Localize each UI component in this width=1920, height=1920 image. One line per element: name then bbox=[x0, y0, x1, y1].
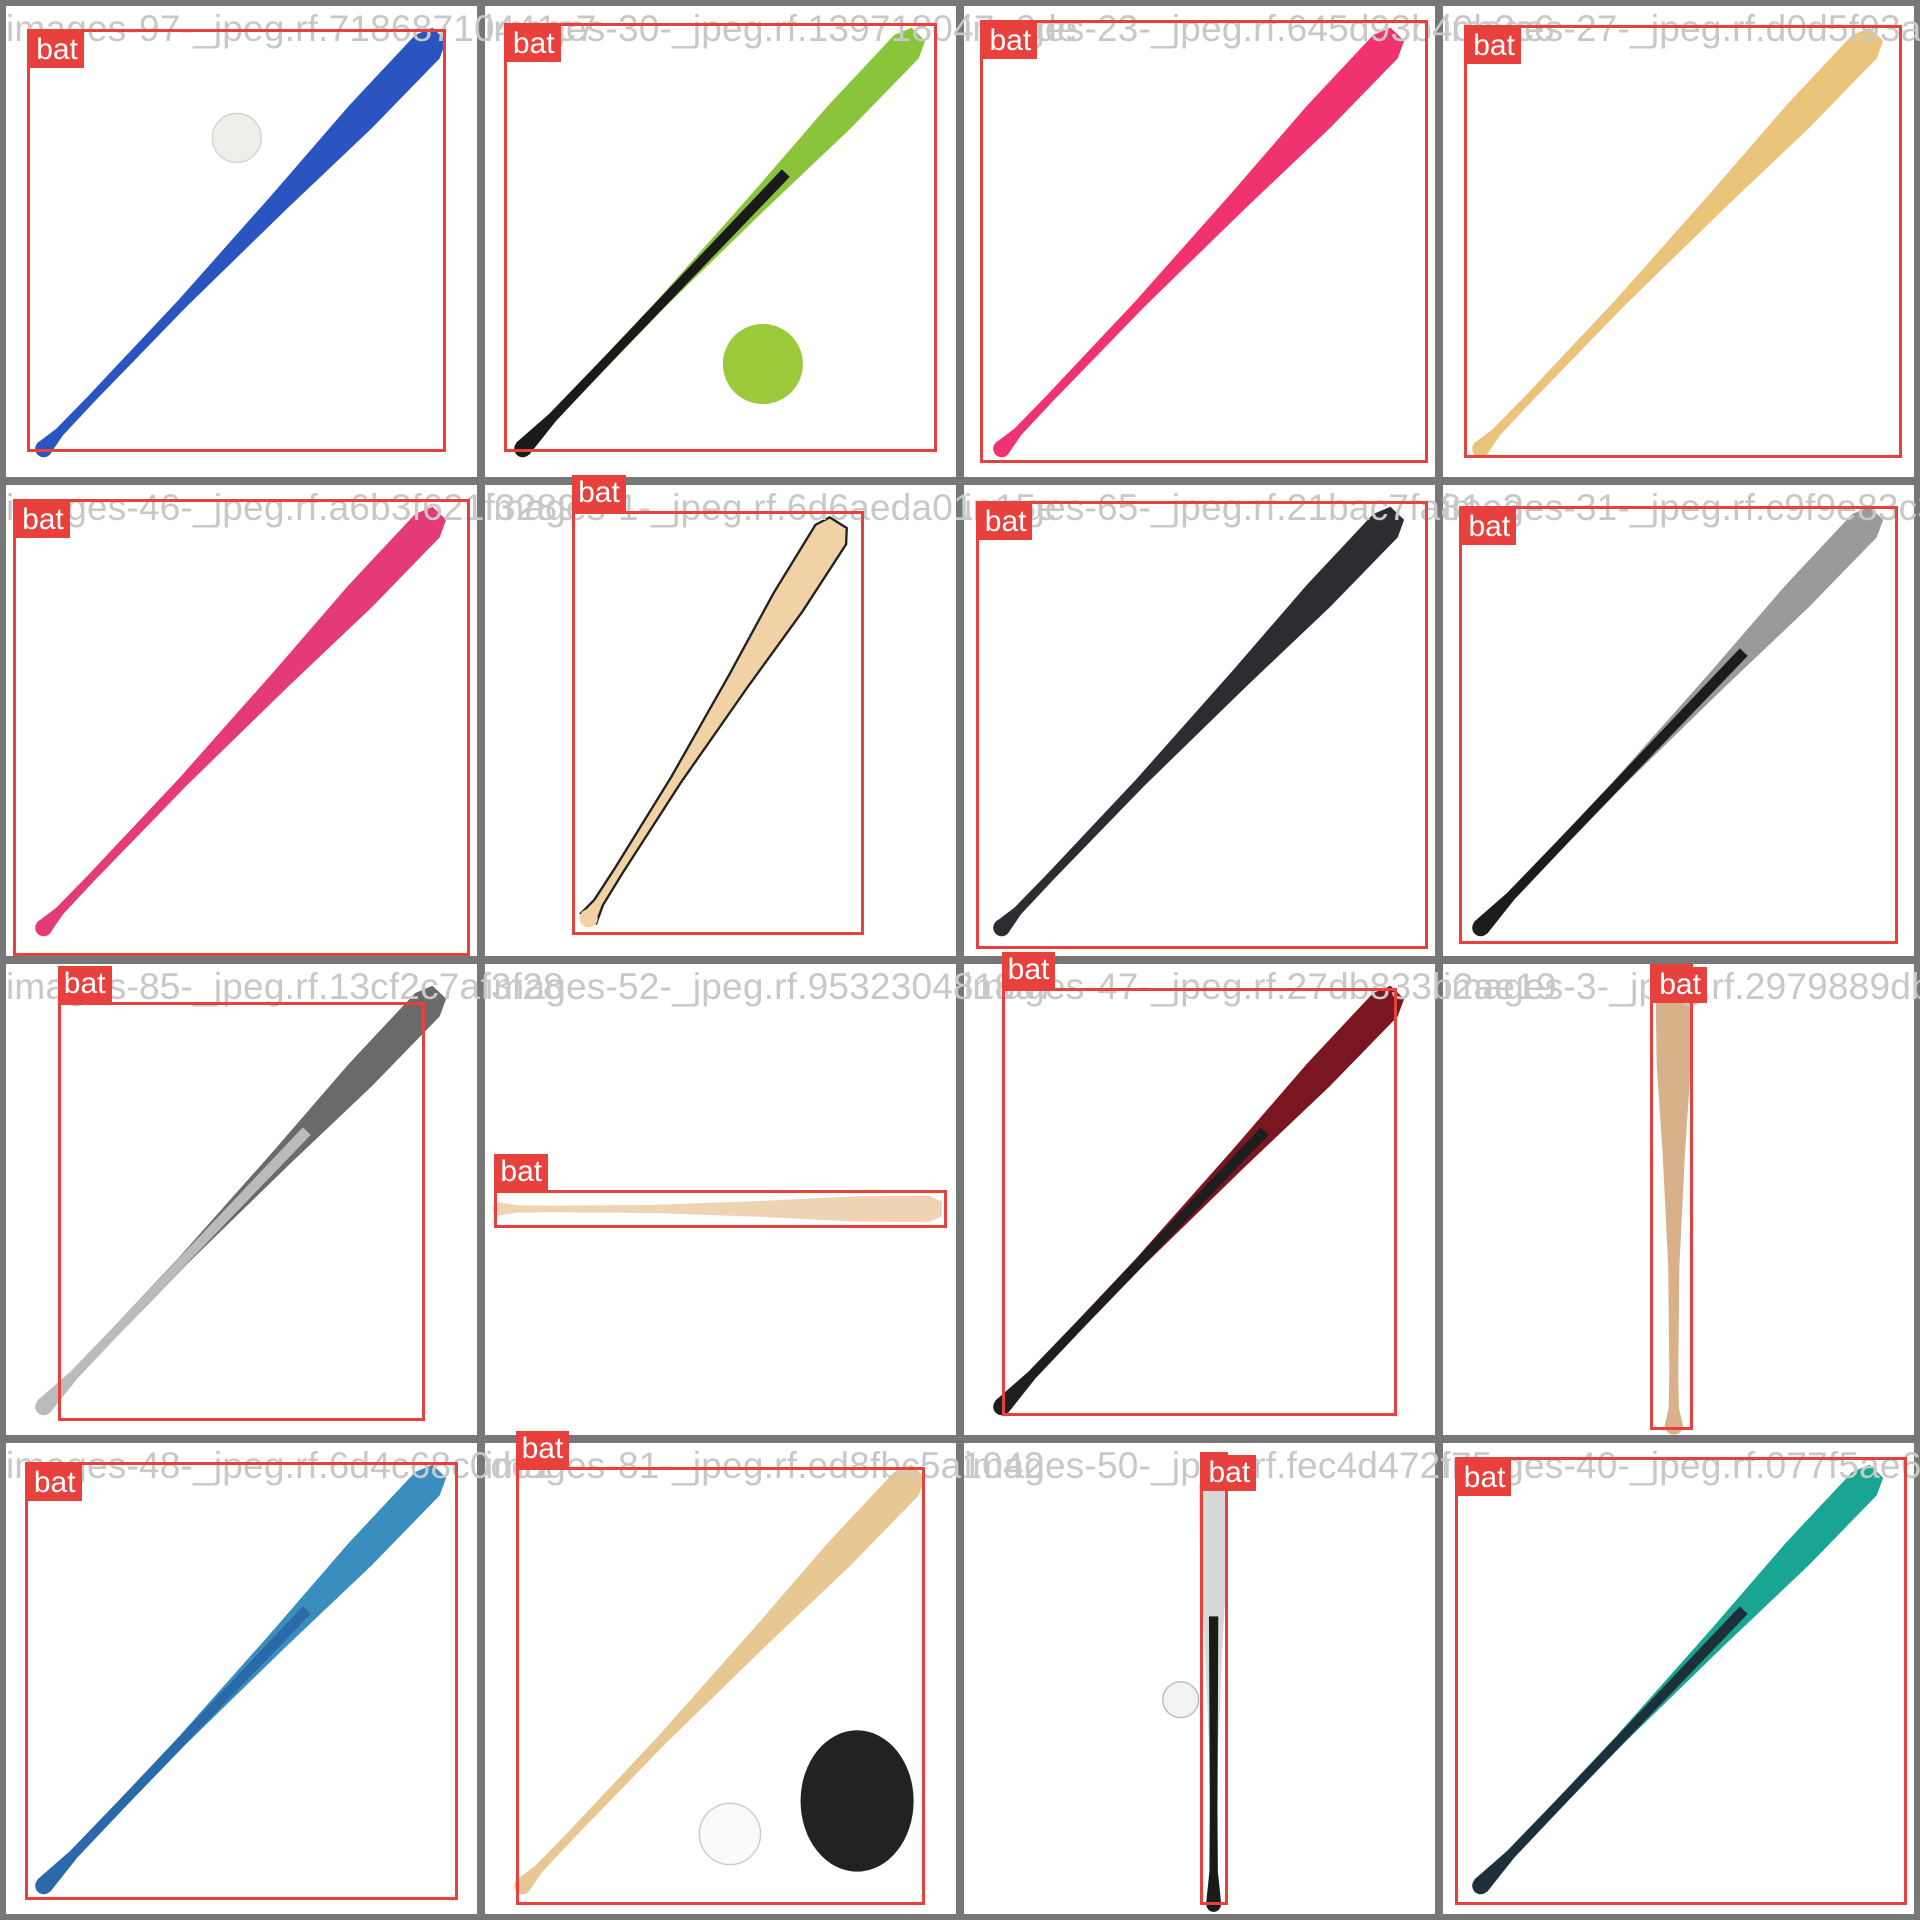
bat-grip bbox=[1205, 1616, 1222, 1905]
detection-box: bat bbox=[980, 20, 1428, 463]
detection-box: bat bbox=[1001, 951, 1398, 1417]
bat-body bbox=[579, 515, 848, 925]
bat-image bbox=[579, 515, 848, 928]
bat-image bbox=[1472, 27, 1884, 458]
bat-image bbox=[514, 27, 926, 458]
detection-box: bat bbox=[1464, 24, 1903, 459]
bat-knob bbox=[993, 440, 1011, 458]
bat-image bbox=[35, 27, 447, 458]
detection-box: bat bbox=[975, 501, 1428, 949]
bat-grip bbox=[37, 1606, 311, 1892]
bat-body bbox=[37, 27, 447, 455]
detection-label: bat bbox=[1202, 1455, 1257, 1492]
bat-body bbox=[516, 1464, 926, 1892]
image-tile: images-97-_jpeg.rf.71868710441c7 bat bbox=[6, 6, 596, 477]
detection-box: bat bbox=[515, 1430, 926, 1905]
bat-body bbox=[37, 506, 447, 934]
bat-image bbox=[993, 985, 1405, 1416]
image-tile: images-85-_jpeg.rf.13cf2c7af3f28 bat bbox=[6, 964, 563, 1435]
baseball-icon bbox=[698, 1802, 762, 1866]
detection-label: bat bbox=[515, 1430, 570, 1467]
detection-box: bat bbox=[1650, 964, 1707, 1431]
image-tile: images-30-_jpeg.rf.139718047e2de bat bbox=[485, 6, 1077, 477]
bat-knob bbox=[1206, 1897, 1221, 1912]
detection-label: bat bbox=[1457, 1460, 1512, 1497]
detection-box: bat bbox=[13, 499, 470, 956]
bat-grip bbox=[995, 1127, 1269, 1413]
detection-box: bat bbox=[494, 1154, 947, 1228]
detection-box: bat bbox=[1199, 1452, 1257, 1905]
bat-knob bbox=[514, 440, 532, 458]
detection-label: bat bbox=[16, 502, 70, 539]
image-tile: images-81-_jpeg.rf.ed8fbc5a1042 bat bbox=[485, 1430, 1044, 1914]
image-tile: images-46-_jpeg.rf.a6b3f621f3289 bat bbox=[6, 485, 578, 956]
image-tile: images-52-_jpeg.rf.9532304818a7 bat bbox=[485, 964, 1057, 1435]
detection-box: bat bbox=[27, 28, 447, 453]
detection-label: bat bbox=[506, 26, 561, 63]
bat-image bbox=[35, 985, 447, 1416]
detection-label: bat bbox=[57, 965, 112, 1002]
bat-grip bbox=[37, 1127, 311, 1413]
ball-icon bbox=[1162, 1681, 1200, 1719]
ball-icon bbox=[722, 323, 803, 404]
detection-box: bat bbox=[1459, 506, 1898, 945]
detection-label: bat bbox=[494, 1154, 549, 1191]
bat-image bbox=[993, 506, 1405, 937]
image-tile: images-48-_jpeg.rf.6d4c68c0de1 bat bbox=[6, 1443, 553, 1914]
detection-box: bat bbox=[1454, 1457, 1907, 1905]
detection-label: bat bbox=[1462, 509, 1517, 546]
detection-label: bat bbox=[1653, 967, 1707, 1003]
detection-label: bat bbox=[978, 504, 1033, 541]
detection-box: bat bbox=[57, 965, 426, 1421]
image-tile: images-50-_jpeg.rf.fec4d472f75abat bbox=[964, 1443, 1513, 1914]
bat-image bbox=[1162, 1471, 1229, 1912]
image-tile: images-3-_jpeg.rf.2979889db4b3cbat bbox=[1443, 964, 1920, 1435]
image-tile: images-27-_jpeg.rf.d0d5f93a6d475bat bbox=[1443, 6, 1920, 477]
bat-grip bbox=[1474, 648, 1748, 934]
detection-label: bat bbox=[27, 1464, 82, 1501]
bat-knob bbox=[993, 919, 1011, 937]
bat-knob bbox=[1472, 440, 1490, 458]
glove-icon bbox=[800, 1730, 914, 1872]
detection-box: bat bbox=[503, 23, 938, 453]
detection-label: bat bbox=[1467, 27, 1521, 64]
bat-body bbox=[995, 27, 1405, 455]
bat-knob bbox=[579, 909, 598, 928]
bat-knob bbox=[1472, 1877, 1490, 1895]
bat-body bbox=[995, 506, 1405, 934]
bat-image bbox=[1472, 1464, 1884, 1895]
bat-knob bbox=[1472, 919, 1490, 937]
bat-image bbox=[993, 27, 1405, 458]
ball-icon bbox=[211, 112, 262, 164]
bat-knob bbox=[35, 440, 53, 458]
detection-box: bat bbox=[572, 474, 865, 935]
image-tile: images-47-_jpeg.rf.27db833b2ae19 bat bbox=[964, 951, 1556, 1435]
bat-body bbox=[499, 1195, 942, 1223]
bat-knob bbox=[35, 1398, 53, 1416]
bat-grip bbox=[1474, 1606, 1748, 1892]
detection-label: bat bbox=[30, 31, 84, 68]
bat-body bbox=[1655, 973, 1692, 1426]
image-tile: images-65-_jpeg.rf.21bac7fa81e3 bat bbox=[964, 485, 1523, 956]
bat-knob bbox=[35, 1877, 53, 1895]
bat-image bbox=[35, 506, 447, 937]
image-tile: images-23-_jpeg.rf.645d93b40b2c6 bat bbox=[964, 6, 1554, 477]
bat-body bbox=[1474, 27, 1884, 455]
bat-image bbox=[1472, 506, 1884, 937]
image-tile: images-40-_jpeg.rf.077f5ae6e04cbat bbox=[1443, 1443, 1920, 1914]
bat-image bbox=[514, 1464, 926, 1895]
image-tile: images-31-_jpeg.rf.c9f9e83c3a6bat bbox=[1443, 485, 1920, 956]
image-tile: images-1-_jpeg.rf.6d6aeda01a15e bat bbox=[485, 474, 1057, 956]
detection-label: bat bbox=[1001, 951, 1056, 988]
detection-box: bat bbox=[24, 1461, 459, 1900]
bat-knob bbox=[35, 919, 53, 937]
detection-label: bat bbox=[983, 23, 1038, 60]
bat-grip bbox=[516, 169, 790, 455]
bat-image bbox=[35, 1464, 447, 1895]
detection-label: bat bbox=[572, 474, 626, 511]
